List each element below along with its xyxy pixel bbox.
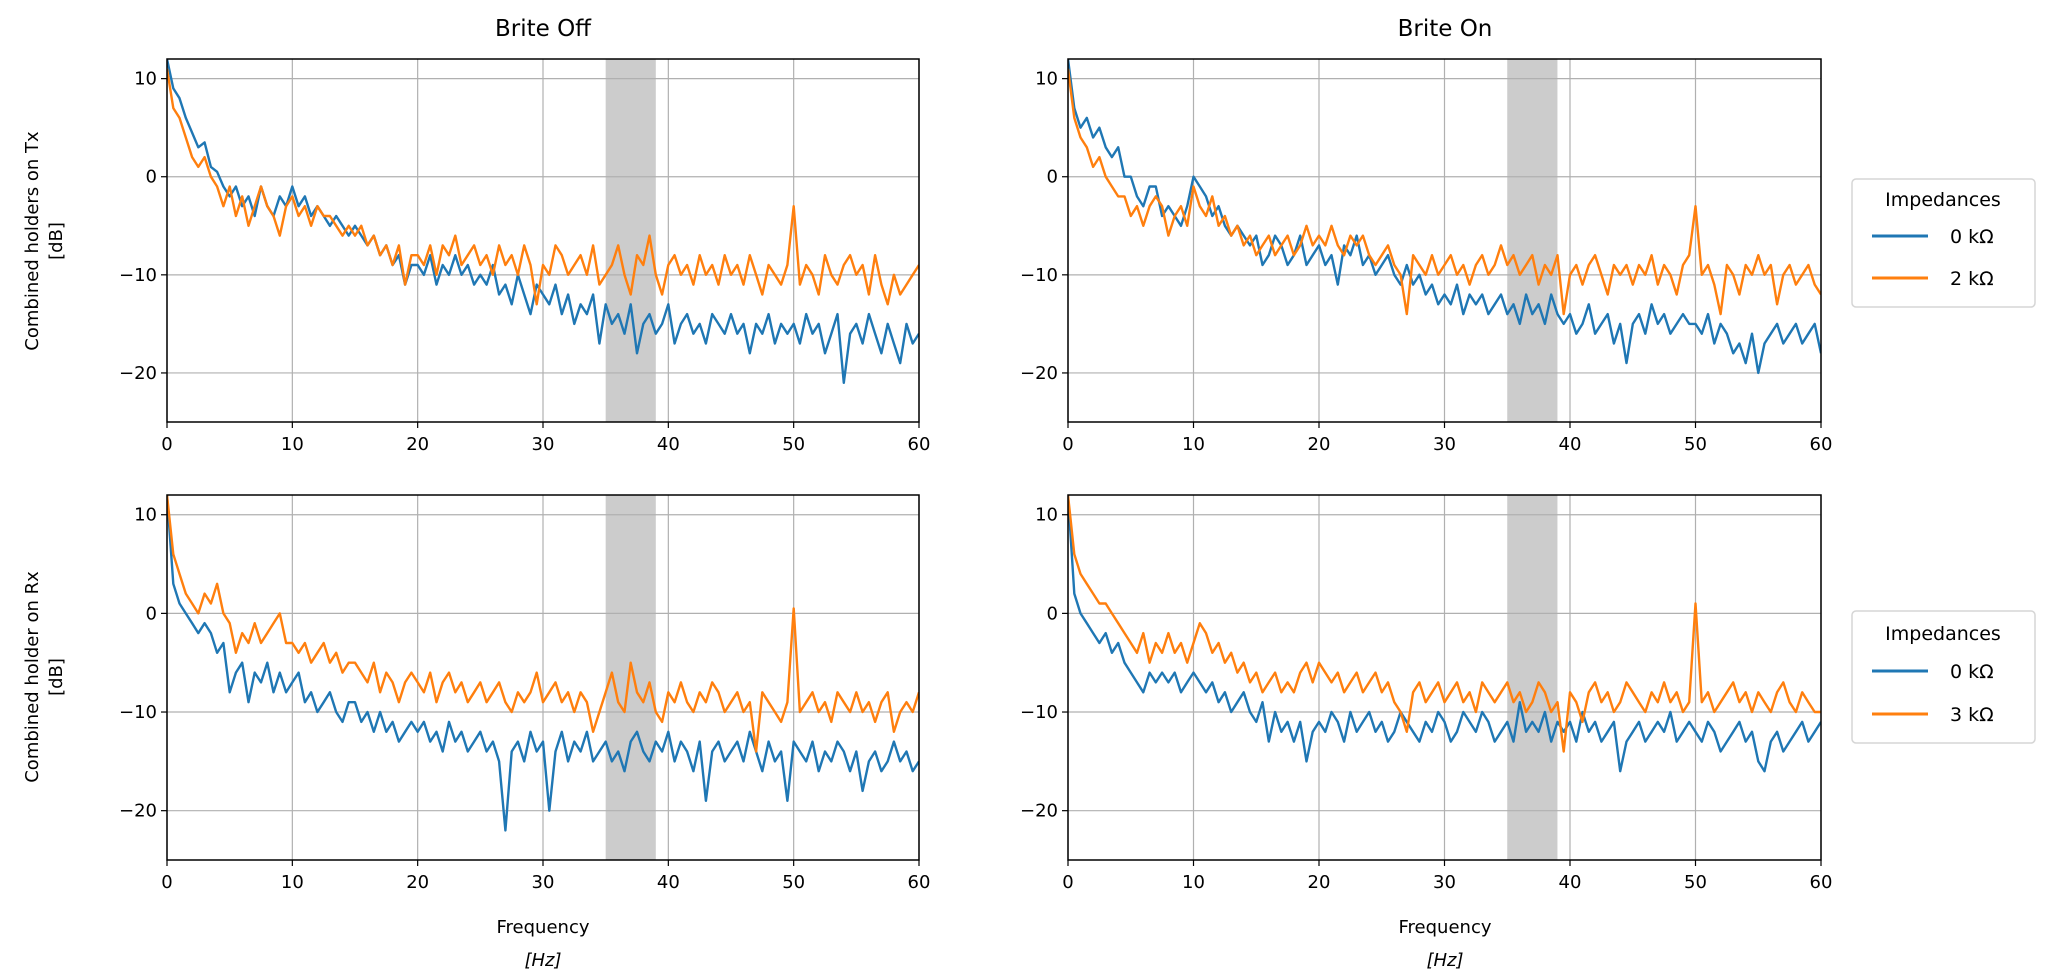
x-tick-label: 50 [782,872,805,893]
series-line-orange [1068,68,1821,316]
x-tick-label: 20 [1308,872,1331,893]
series-line-orange [167,495,919,753]
x-tick-label: 0 [161,434,172,455]
y-tick-label: −10 [1020,702,1058,723]
x-tick-label: 0 [1062,872,1073,893]
y-tick-label: 10 [1035,69,1058,90]
x-tick-label: 50 [1684,872,1707,893]
x-tick-label: 20 [406,434,429,455]
x-tick-label: 10 [281,872,304,893]
y-tick-label: 0 [146,603,157,624]
x-tick-label: 0 [161,872,172,893]
x-tick-label: 60 [908,434,931,455]
axes-tx-brite-off: 0 10 20 30 40 50 60 10 0 −10 −20 [119,58,931,455]
legend-entry-0: 0 kΩ [1950,661,1994,683]
series-line-blue [167,59,919,384]
title-brite-off: Brite Off [495,16,592,42]
y-tick-label: −20 [1020,363,1058,384]
legend-entry-0: 0 kΩ [1950,226,1994,248]
legend-title: Impedances [1885,189,2001,211]
xlabel-left-line1: Frequency [497,917,590,938]
x-tick-label: 40 [1559,872,1582,893]
x-tick-label: 60 [1810,434,1833,455]
axes-rx-brite-off: 0 10 20 30 40 50 60 10 0 −10 −20 [119,494,931,893]
series-line-blue [1068,495,1821,773]
ylabel-top-line1: Combined holders on Tx [22,131,43,351]
xlabel-left-line2: [Hz] [524,950,561,971]
x-tick-label: 30 [532,872,555,893]
y-tick-label: 0 [146,167,157,188]
x-tick-label: 60 [908,872,931,893]
title-brite-on: Brite On [1398,16,1493,42]
ylabel-bottom-line2: [dB] [46,658,67,696]
y-tick-label: −10 [119,702,157,723]
x-tick-label: 60 [1810,872,1833,893]
y-tick-label: −20 [119,363,157,384]
x-tick-label: 20 [406,872,429,893]
shaded-band [1507,59,1558,422]
legend-frame [1851,178,2036,308]
legend-bottom: Impedances 0 kΩ 3 kΩ [1851,610,2036,744]
y-tick-label: −20 [119,801,157,822]
series-line-orange [1068,495,1821,753]
axes-tx-brite-on: 0 10 20 30 40 50 60 10 0 −10 −20 [1020,58,1833,455]
legend-entry-1: 3 kΩ [1950,704,1994,726]
x-tick-label: 10 [1182,434,1205,455]
x-tick-label: 10 [281,434,304,455]
ylabel-top-line2: [dB] [46,222,67,260]
series-line-blue [167,495,919,832]
y-tick-label: −10 [1020,265,1058,286]
axes-frame [1067,58,1822,423]
x-tick-label: 10 [1182,872,1205,893]
y-tick-label: 10 [134,505,157,526]
x-tick-label: 30 [1433,434,1456,455]
y-tick-label: −10 [119,265,157,286]
y-tick-label: 0 [1047,603,1058,624]
axes-frame [166,494,920,861]
ylabel-bottom-line1: Combined holder on Rx [22,571,43,783]
x-tick-label: 50 [1684,434,1707,455]
x-tick-label: 50 [782,434,805,455]
legend-title: Impedances [1885,623,2001,645]
xlabel-right-line2: [Hz] [1426,950,1463,971]
x-tick-label: 40 [657,872,680,893]
series-line-orange [167,68,919,306]
axes-rx-brite-on: 0 10 20 30 40 50 60 10 0 −10 −20 [1020,494,1833,893]
y-tick-label: 10 [1035,505,1058,526]
x-tick-label: 30 [1433,872,1456,893]
y-tick-label: −20 [1020,801,1058,822]
series-line-blue [1068,59,1821,375]
shaded-band [1507,495,1558,860]
x-tick-label: 40 [1559,434,1582,455]
legend-top: Impedances 0 kΩ 2 kΩ [1851,178,2036,308]
x-tick-label: 30 [532,434,555,455]
y-tick-label: 10 [134,69,157,90]
axes-frame [166,58,920,423]
x-tick-label: 40 [657,434,680,455]
axes-frame [1067,494,1822,861]
x-tick-label: 0 [1062,434,1073,455]
x-tick-label: 20 [1308,434,1331,455]
xlabel-right-line1: Frequency [1399,917,1492,938]
y-tick-label: 0 [1047,167,1058,188]
legend-entry-1: 2 kΩ [1950,268,1994,290]
legend-frame [1851,610,2036,744]
